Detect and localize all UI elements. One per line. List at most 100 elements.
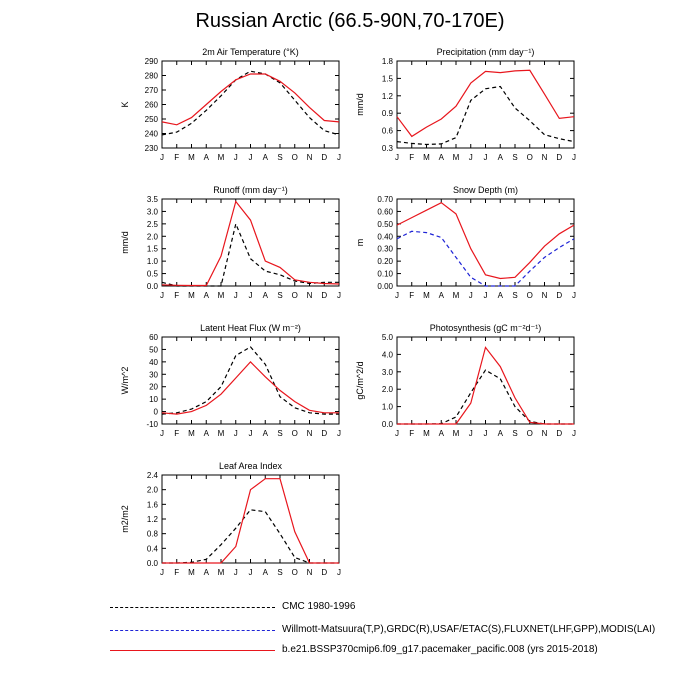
- y-tick-label: 0.6: [382, 127, 394, 136]
- chart-panel-6: Photosynthesis (gC m⁻²d⁻¹) 0.0 1.0 2.0 3.0 4.…: [355, 323, 576, 438]
- x-tick-label: O: [527, 153, 533, 162]
- x-tick-label: F: [409, 153, 414, 162]
- x-tick-label: O: [292, 568, 298, 577]
- x-tick-label: S: [277, 153, 282, 162]
- x-tick-label: M: [188, 153, 195, 162]
- series-line-model: [162, 478, 339, 564]
- plot-frame: [161, 474, 340, 564]
- y-tick-label: 0.10: [377, 270, 393, 279]
- x-tick-label: M: [453, 153, 460, 162]
- page-title: Russian Arctic (66.5-90N,70-170E): [195, 10, 505, 32]
- y-tick-label: 0.60: [377, 207, 393, 216]
- x-tick-label: A: [439, 153, 445, 162]
- series-line-cmc: [161, 346, 339, 415]
- x-tick-label: D: [556, 429, 562, 438]
- panel-title: Photosynthesis (gC m⁻²d⁻¹): [430, 323, 542, 333]
- x-tick-label: N: [307, 291, 313, 300]
- y-tick-label: 0.50: [377, 220, 393, 229]
- x-tick-label: O: [292, 291, 298, 300]
- y-tick-label: 50: [149, 345, 158, 354]
- plot-frame: [396, 60, 575, 149]
- x-tick-label: J: [160, 153, 164, 162]
- y-tick-label: 290: [145, 57, 159, 66]
- chart-panel-3: Runoff (mm day⁻¹) 0.0 0.5 1.0 1.5 2.0 2.5 3.0 3.…: [120, 185, 341, 300]
- x-tick-label: A: [263, 568, 269, 577]
- x-tick-label: J: [469, 429, 473, 438]
- y-tick-label: 280: [145, 72, 159, 81]
- x-tick-label: M: [218, 568, 225, 577]
- y-axis-label: m: [355, 239, 365, 247]
- x-tick-label: J: [395, 429, 399, 438]
- x-tick-label: M: [188, 291, 195, 300]
- x-tick-label: J: [234, 429, 238, 438]
- y-axis-label: mm/d: [355, 93, 365, 116]
- series-line-cmc: [161, 221, 339, 287]
- plot-frame: [396, 336, 575, 425]
- x-tick-label: J: [572, 291, 576, 300]
- y-tick-label: 0.0: [382, 420, 394, 429]
- y-tick-label: 0.0: [147, 559, 159, 568]
- x-tick-label: F: [174, 153, 179, 162]
- x-tick-label: M: [453, 291, 460, 300]
- series-line-model: [396, 69, 575, 138]
- x-tick-label: S: [277, 291, 282, 300]
- x-tick-label: F: [409, 429, 414, 438]
- series-line-cmc: [162, 509, 339, 564]
- x-tick-label: D: [556, 153, 562, 162]
- x-tick-label: J: [160, 568, 164, 577]
- y-axis-label: mm/d: [120, 231, 130, 254]
- x-tick-label: J: [572, 153, 576, 162]
- y-tick-label: 30: [149, 370, 158, 379]
- y-tick-label: 0.0: [147, 282, 159, 291]
- x-tick-label: D: [321, 429, 327, 438]
- y-tick-label: 10: [149, 395, 158, 404]
- y-tick-label: 1.8: [382, 57, 394, 66]
- x-tick-label: N: [542, 291, 548, 300]
- chart-panel-1: 2m Air Temperature (°K) 230 240 250 260 270 28…: [120, 47, 341, 162]
- y-tick-label: 2.0: [382, 385, 394, 394]
- y-tick-label: 2.0: [147, 486, 159, 495]
- x-tick-label: A: [204, 153, 210, 162]
- x-tick-label: S: [512, 153, 517, 162]
- x-tick-label: S: [512, 429, 517, 438]
- plot-frame: [161, 198, 340, 287]
- y-tick-label: 0.3: [382, 144, 394, 153]
- x-tick-label: M: [423, 291, 430, 300]
- x-tick-label: J: [249, 291, 253, 300]
- panel-title: Snow Depth (m): [453, 185, 518, 195]
- y-tick-label: 0.20: [377, 257, 393, 266]
- x-tick-label: A: [498, 291, 504, 300]
- x-tick-label: M: [188, 568, 195, 577]
- x-tick-label: O: [292, 429, 298, 438]
- x-tick-label: M: [423, 153, 430, 162]
- series-line-model: [161, 73, 340, 126]
- x-tick-label: J: [395, 153, 399, 162]
- x-tick-label: J: [234, 291, 238, 300]
- x-tick-label: D: [321, 153, 327, 162]
- y-tick-label: 1.0: [382, 403, 394, 412]
- x-tick-label: J: [469, 291, 473, 300]
- x-tick-label: N: [542, 153, 548, 162]
- x-tick-label: M: [423, 429, 430, 438]
- x-tick-label: J: [160, 291, 164, 300]
- y-tick-label: 3.0: [382, 368, 394, 377]
- x-tick-label: J: [484, 291, 488, 300]
- x-tick-label: A: [439, 291, 445, 300]
- y-tick-label: 0.70: [377, 195, 393, 204]
- y-tick-label: 5.0: [382, 333, 394, 342]
- x-tick-label: A: [204, 429, 210, 438]
- x-tick-label: M: [188, 429, 195, 438]
- x-tick-label: A: [204, 291, 210, 300]
- y-axis-label: gC/m^2/d: [355, 361, 365, 399]
- series-line-obs: [396, 230, 575, 287]
- y-tick-label: 0.30: [377, 245, 393, 254]
- y-tick-label: 1.2: [147, 515, 159, 524]
- x-tick-label: J: [337, 153, 341, 162]
- y-tick-label: 1.2: [382, 92, 394, 101]
- x-tick-label: N: [307, 153, 313, 162]
- y-tick-label: 20: [149, 383, 158, 392]
- y-tick-label: 230: [145, 144, 159, 153]
- chart-panel-4: Snow Depth (m) 0.00 0.10 0.20 0.30 0.40 0.50 0.…: [355, 185, 576, 300]
- x-tick-label: A: [204, 568, 210, 577]
